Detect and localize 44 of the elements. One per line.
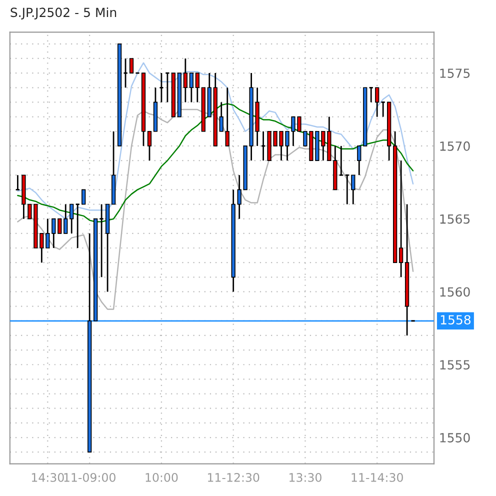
candlestick [123,58,128,88]
candlestick [40,232,44,264]
candlestick [351,174,356,205]
x-tick-label: 10:00 [146,472,178,482]
candlestick [64,204,68,234]
candlestick [164,72,170,103]
candlestick [75,204,80,249]
candlestick [15,174,20,190]
candlestick [46,218,50,249]
candlestick [237,174,242,220]
candlestick [147,130,152,162]
candlestick [183,58,188,103]
y-tick-label: 1570 [440,141,470,151]
candlestick [375,86,380,118]
candlestick [195,72,200,103]
y-tick-label: 1565 [440,214,470,224]
candlestick [70,204,74,234]
candlestick [344,174,350,205]
candlestick [99,204,104,278]
candlestick [82,189,86,205]
candlestick [58,218,62,234]
x-tick-label: 11-12:30 [208,472,260,482]
y-tick-label: 1560 [440,287,470,297]
x-tick-label: 13:30 [290,472,322,482]
candlestick [189,72,194,103]
candlestick [158,72,164,103]
candlestick [398,160,404,278]
y-tick-label: 1550 [440,432,470,442]
candlestick [380,102,386,118]
x-tick-label: 11-14:30 [352,472,403,482]
candlestick [338,145,344,176]
candlestick [225,86,230,147]
ref-line-label: 1558 [440,315,471,325]
candlestick [219,102,224,132]
chart-title: S.JP.J2502 - 5 Min [10,7,116,20]
candlestick [129,58,134,74]
line-series [17,103,414,222]
x-tick-label: 11-09:00 [64,472,116,482]
candlestick [368,86,374,103]
candlestick [357,145,362,176]
y-tick-label: 1555 [440,360,470,370]
x-tick-label: 14:30 [32,472,64,482]
candlestick [52,218,56,249]
y-tick-label: 1575 [440,68,470,78]
